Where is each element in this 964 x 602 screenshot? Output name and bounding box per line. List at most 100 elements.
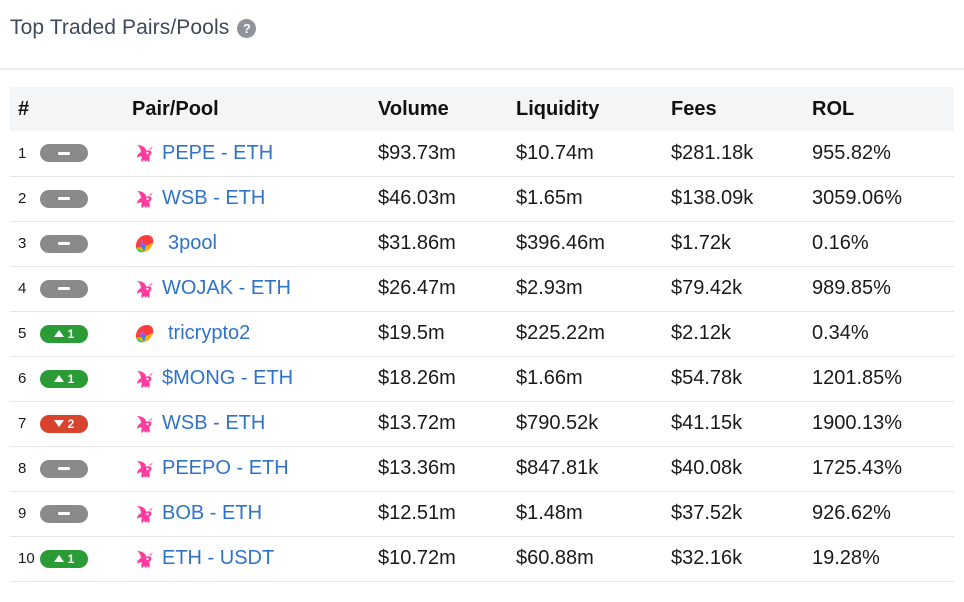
pair-link[interactable]: WOJAK - ETH [162, 277, 291, 299]
volume-cell: $10.72m [378, 547, 456, 569]
pair-link[interactable]: PEEPO - ETH [162, 457, 289, 479]
rank-number: 8 [18, 460, 27, 477]
table-row[interactable]: 9 BOB - ETH $12.51m $1.48m $37.52k 926.62% [10, 491, 954, 536]
pair-cell: BOB - ETH [132, 491, 378, 536]
table-header-row: # Pair/Pool Volume Liquidity Fees ROL [10, 87, 954, 131]
pair-cell: ETH - USDT [132, 536, 378, 581]
rank-change-value: 1 [67, 371, 75, 386]
rank-number: 5 [18, 325, 27, 342]
rol-cell: 3059.06% [812, 187, 903, 209]
pair-link[interactable]: BOB - ETH [162, 502, 263, 524]
column-header-rol[interactable]: ROL [812, 97, 855, 120]
fees-cell: $1.72k [671, 232, 732, 254]
rank-cell: 8 [10, 446, 132, 491]
pair-link[interactable]: WSB - ETH [162, 412, 266, 434]
rank-cell: 2 [10, 176, 132, 221]
liquidity-cell: $790.52k [516, 412, 599, 434]
rank-change-badge [40, 189, 88, 208]
rank-cell: 4 [10, 266, 132, 311]
liquidity-cell: $2.93m [516, 277, 583, 299]
table-row[interactable]: 4 WOJAK - ETH $26.47m $2.93m $79.42k 989.85% [10, 266, 954, 311]
rank-cell: 1 [10, 131, 132, 176]
pair-cell: WOJAK - ETH [132, 266, 378, 311]
rol-cell: 1725.43% [812, 457, 903, 479]
no-change-dash-icon [58, 197, 70, 200]
volume-cell: $26.47m [378, 277, 456, 299]
question-circle-icon[interactable]: ? [237, 19, 257, 38]
volume-cell: $13.72m [378, 412, 456, 434]
pair-link[interactable]: ETH - USDT [162, 547, 275, 569]
pairs-table-container: # Pair/Pool Volume Liquidity Fees ROL 1 P… [10, 87, 954, 582]
rank-number: 4 [18, 280, 27, 297]
table-row[interactable]: 7 2 WSB - ETH $13.72m $790.52k $41.15k 1900.13… [10, 401, 954, 446]
rank-up-arrow-icon [53, 330, 64, 337]
no-change-dash-icon [58, 242, 70, 245]
column-header-pair[interactable]: Pair/Pool [132, 97, 219, 120]
uniswap-unicorn-icon [132, 367, 156, 391]
pairs-table: # Pair/Pool Volume Liquidity Fees ROL 1 P… [10, 87, 954, 582]
widget-header: Top Traded Pairs/Pools ? [0, 0, 964, 70]
pair-cell: WSB - ETH [132, 176, 378, 221]
rank-change-badge [40, 459, 88, 478]
pair-link[interactable]: 3pool [168, 232, 217, 254]
volume-cell: $18.26m [378, 367, 456, 389]
rank-change-badge: 2 [40, 414, 88, 433]
column-header-fees[interactable]: Fees [671, 97, 717, 120]
table-row[interactable]: 6 1 $MONG - ETH $18.26m $1.66m $54.78k 1201.85… [10, 356, 954, 401]
rank-change-badge: 1 [40, 549, 88, 568]
pair-link[interactable]: $MONG - ETH [162, 367, 294, 389]
liquidity-cell: $60.88m [516, 547, 594, 569]
table-row[interactable]: 2 WSB - ETH $46.03m $1.65m $138.09k 3059.06% [10, 176, 954, 221]
pair-cell: PEPE - ETH [132, 131, 378, 176]
no-change-dash-icon [58, 287, 70, 290]
rank-number: 3 [18, 235, 27, 252]
pair-link[interactable]: PEPE - ETH [162, 141, 274, 164]
rank-up-arrow-icon [53, 555, 64, 562]
uniswap-unicorn-icon [132, 412, 156, 436]
column-header-rank[interactable]: # [18, 97, 30, 120]
pair-link[interactable]: WSB - ETH [162, 187, 266, 209]
rank-change-badge [40, 279, 88, 298]
table-row[interactable]: 8 PEEPO - ETH $13.36m $847.81k $40.08k 1725.4… [10, 446, 954, 491]
rol-cell: 1201.85% [812, 367, 903, 389]
rank-cell: 10 1 [10, 536, 132, 581]
table-body: 1 PEPE - ETH $93.73m $10.74m $281.18k 955.82%… [10, 131, 954, 581]
rol-cell: 989.85% [812, 277, 891, 299]
volume-cell: $13.36m [378, 457, 456, 479]
rank-number: 9 [18, 505, 27, 522]
liquidity-cell: $1.66m [516, 367, 583, 389]
table-row[interactable]: 5 1 tricrypto2 $19.5m $225.22m $2.12k 0.34% [10, 311, 954, 356]
widget-title: Top Traded Pairs/Pools [10, 16, 230, 39]
fees-cell: $281.18k [671, 141, 754, 164]
rank-change-badge [40, 234, 88, 253]
rol-cell: 0.34% [812, 322, 869, 344]
fees-cell: $138.09k [671, 187, 754, 209]
table-row[interactable]: 10 1 ETH - USDT $10.72m $60.88m $32.16k 19.28% [10, 536, 954, 581]
rank-number: 6 [18, 370, 27, 387]
table-row[interactable]: 1 PEPE - ETH $93.73m $10.74m $281.18k 955.82% [10, 131, 954, 176]
column-header-volume[interactable]: Volume [378, 97, 449, 120]
volume-cell: $19.5m [378, 322, 445, 344]
rank-number: 7 [18, 415, 27, 432]
rank-up-arrow-icon [53, 375, 64, 382]
uniswap-unicorn-icon [132, 277, 156, 301]
pair-cell: WSB - ETH [132, 401, 378, 446]
rank-number: 1 [18, 144, 27, 162]
fees-cell: $54.78k [671, 367, 743, 389]
fees-cell: $41.15k [671, 412, 743, 434]
uniswap-unicorn-icon [132, 141, 156, 165]
no-change-dash-icon [58, 151, 70, 155]
uniswap-unicorn-icon [132, 547, 156, 571]
rank-number: 2 [18, 190, 27, 207]
rank-change-value: 1 [67, 551, 75, 566]
curve-rainbow-icon [132, 322, 156, 346]
fees-cell: $37.52k [671, 502, 743, 524]
no-change-dash-icon [58, 512, 70, 515]
volume-cell: $12.51m [378, 502, 456, 524]
column-header-liquidity[interactable]: Liquidity [516, 97, 600, 120]
uniswap-unicorn-icon [132, 187, 156, 211]
pair-cell: tricrypto2 [132, 311, 378, 356]
pair-link[interactable]: tricrypto2 [168, 322, 251, 344]
table-row[interactable]: 3 3pool $31.86m $396.46m $1.72k 0.16% [10, 221, 954, 266]
